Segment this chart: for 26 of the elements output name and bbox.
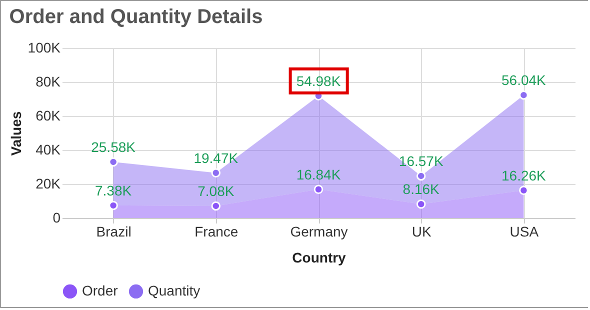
- data-label: 19.47K: [194, 150, 239, 166]
- chart-title: Order and Quantity Details: [9, 6, 263, 28]
- data-label: 25.58K: [91, 138, 136, 155]
- data-label: 8.16K: [402, 181, 440, 198]
- y-axis-title: Values: [8, 111, 24, 156]
- x-tick-label: Germany: [290, 224, 348, 240]
- x-tick-label: USA: [510, 224, 540, 240]
- y-tick-label: 40K: [36, 142, 62, 158]
- legend-label: Quantity: [148, 282, 200, 298]
- data-label: 16.57K: [398, 152, 444, 169]
- legend-label: Order: [82, 282, 118, 298]
- data-label: 16.26K: [502, 167, 547, 184]
- x-tick-label: UK: [412, 224, 432, 240]
- y-tick-label: 0: [52, 210, 61, 226]
- x-axis-title: Country: [292, 250, 346, 266]
- y-tick-label: 20K: [36, 176, 62, 192]
- data-label: 7.38K: [95, 182, 132, 198]
- data-label: 54.98K: [296, 72, 342, 89]
- y-tick-label: 60K: [36, 108, 62, 124]
- y-tick-label: 100K: [28, 40, 62, 56]
- x-tick-label: Brazil: [96, 224, 132, 240]
- data-label: 16.84K: [296, 166, 342, 182]
- data-label: 7.08K: [198, 182, 235, 199]
- y-tick-label: 80K: [36, 74, 62, 90]
- x-tick-label: France: [194, 224, 238, 240]
- data-label: 56.04K: [502, 72, 547, 88]
